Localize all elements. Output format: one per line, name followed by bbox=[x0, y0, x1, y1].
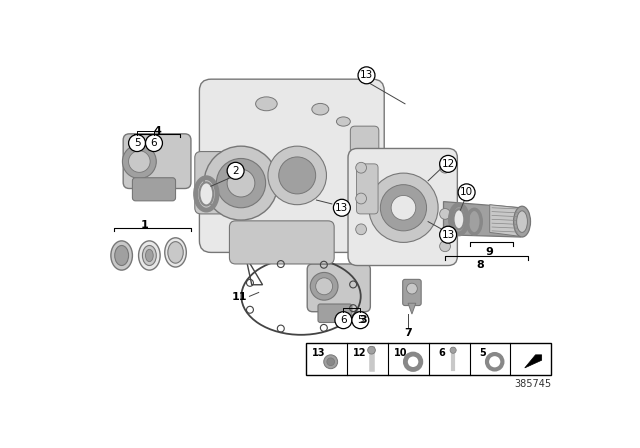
Circle shape bbox=[440, 241, 451, 252]
Circle shape bbox=[268, 146, 326, 205]
Text: 3: 3 bbox=[359, 315, 367, 325]
Circle shape bbox=[440, 155, 456, 172]
Circle shape bbox=[356, 193, 367, 204]
Ellipse shape bbox=[516, 211, 527, 233]
Circle shape bbox=[458, 184, 475, 201]
Circle shape bbox=[440, 208, 451, 220]
Polygon shape bbox=[408, 303, 416, 314]
FancyBboxPatch shape bbox=[230, 221, 334, 264]
Text: 6: 6 bbox=[438, 348, 445, 358]
Ellipse shape bbox=[145, 250, 153, 262]
Circle shape bbox=[356, 162, 367, 173]
Ellipse shape bbox=[143, 246, 156, 266]
Circle shape bbox=[327, 358, 335, 366]
Circle shape bbox=[316, 278, 333, 295]
FancyBboxPatch shape bbox=[132, 178, 175, 201]
Ellipse shape bbox=[454, 209, 464, 229]
Circle shape bbox=[440, 226, 456, 243]
Text: 13: 13 bbox=[335, 203, 349, 213]
Text: 13: 13 bbox=[360, 70, 373, 80]
FancyBboxPatch shape bbox=[356, 164, 378, 214]
Circle shape bbox=[380, 185, 427, 231]
Text: 12: 12 bbox=[442, 159, 455, 169]
Polygon shape bbox=[490, 205, 519, 236]
Polygon shape bbox=[525, 355, 541, 368]
Ellipse shape bbox=[111, 241, 132, 270]
Circle shape bbox=[333, 199, 350, 216]
Circle shape bbox=[324, 355, 338, 369]
Text: 6: 6 bbox=[150, 138, 157, 148]
Circle shape bbox=[406, 283, 417, 294]
Circle shape bbox=[129, 151, 150, 172]
Circle shape bbox=[440, 162, 451, 173]
Circle shape bbox=[204, 146, 278, 220]
Circle shape bbox=[279, 157, 316, 194]
Text: 385745: 385745 bbox=[514, 379, 551, 389]
Text: 2: 2 bbox=[232, 166, 239, 176]
Text: 7: 7 bbox=[404, 328, 412, 338]
FancyBboxPatch shape bbox=[123, 134, 191, 189]
Ellipse shape bbox=[115, 246, 129, 266]
Text: 4: 4 bbox=[153, 126, 161, 136]
Circle shape bbox=[310, 272, 338, 300]
Circle shape bbox=[335, 312, 352, 329]
Text: 12: 12 bbox=[353, 348, 367, 358]
Text: 5: 5 bbox=[479, 348, 486, 358]
Circle shape bbox=[450, 347, 456, 353]
Text: 9: 9 bbox=[486, 247, 493, 258]
Ellipse shape bbox=[312, 103, 329, 115]
Text: 5: 5 bbox=[134, 138, 140, 148]
Text: 11: 11 bbox=[232, 292, 247, 302]
Bar bbox=[307, 343, 551, 375]
Circle shape bbox=[145, 134, 163, 151]
Circle shape bbox=[129, 134, 145, 151]
Circle shape bbox=[358, 67, 375, 84]
Text: 1: 1 bbox=[141, 220, 148, 230]
FancyBboxPatch shape bbox=[403, 280, 421, 306]
Text: 10: 10 bbox=[394, 348, 408, 358]
Ellipse shape bbox=[164, 238, 186, 267]
FancyBboxPatch shape bbox=[350, 126, 379, 212]
Circle shape bbox=[367, 346, 375, 354]
Polygon shape bbox=[444, 202, 520, 237]
Ellipse shape bbox=[200, 182, 213, 206]
Circle shape bbox=[356, 224, 367, 235]
Ellipse shape bbox=[337, 117, 350, 126]
FancyBboxPatch shape bbox=[318, 304, 352, 323]
Text: 10: 10 bbox=[460, 187, 473, 198]
Text: 13: 13 bbox=[442, 230, 455, 240]
Text: 13: 13 bbox=[312, 348, 326, 358]
Circle shape bbox=[122, 145, 156, 178]
Text: 5: 5 bbox=[357, 315, 364, 325]
Ellipse shape bbox=[168, 241, 183, 263]
Text: 6: 6 bbox=[340, 315, 347, 325]
FancyBboxPatch shape bbox=[348, 148, 458, 266]
FancyBboxPatch shape bbox=[195, 151, 234, 214]
FancyBboxPatch shape bbox=[307, 264, 371, 312]
Text: 8: 8 bbox=[477, 260, 484, 270]
Circle shape bbox=[391, 195, 416, 220]
Ellipse shape bbox=[255, 97, 277, 111]
Circle shape bbox=[227, 169, 255, 197]
FancyBboxPatch shape bbox=[200, 79, 384, 252]
Circle shape bbox=[227, 162, 244, 179]
Circle shape bbox=[216, 159, 266, 208]
Circle shape bbox=[352, 312, 369, 329]
Circle shape bbox=[369, 173, 438, 242]
Ellipse shape bbox=[513, 206, 531, 237]
Ellipse shape bbox=[139, 241, 160, 270]
